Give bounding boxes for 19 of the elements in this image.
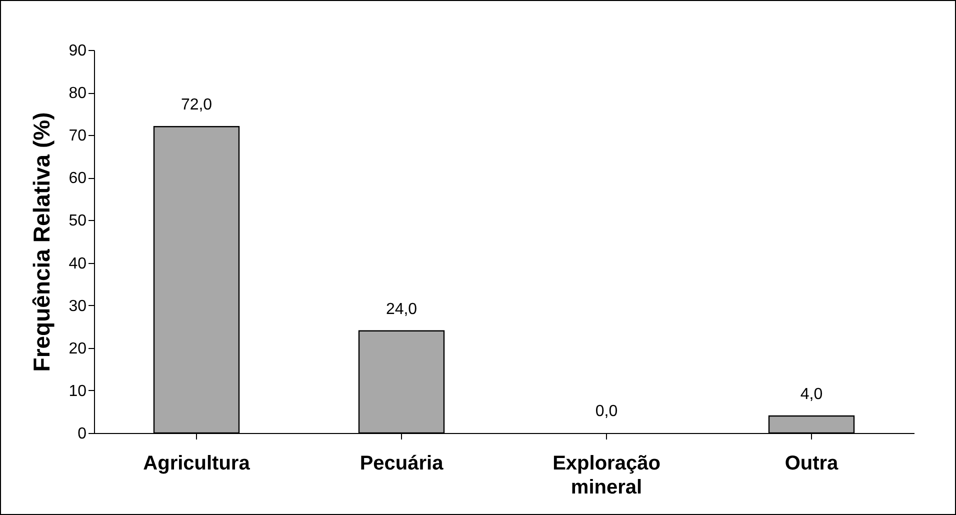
- y-axis-title: Frequência Relativa (%): [28, 112, 55, 372]
- y-tick-label: 0: [78, 426, 87, 442]
- y-tick-label: 60: [68, 170, 87, 188]
- y-tick-label: 40: [68, 255, 87, 272]
- y-tick-label: 80: [68, 85, 87, 102]
- y-tick-label: 90: [68, 42, 87, 60]
- data-label: 24,0: [386, 300, 418, 318]
- data-label: 72,0: [180, 96, 212, 114]
- y-tick-label: 70: [68, 128, 87, 145]
- x-tick-label: Outra: [784, 452, 840, 474]
- x-tick-label: Pecuária: [360, 452, 444, 474]
- data-label: 4,0: [800, 386, 823, 403]
- y-tick-label: 50: [68, 212, 87, 230]
- x-tick-label: Exploração mineral: [552, 452, 660, 498]
- y-tick-label: 30: [68, 298, 87, 315]
- y-tick-label: 20: [68, 340, 87, 358]
- data-label: 0,0: [595, 403, 618, 420]
- y-tick-label: 10: [68, 382, 87, 400]
- x-tick-label: Agricultura: [143, 452, 251, 474]
